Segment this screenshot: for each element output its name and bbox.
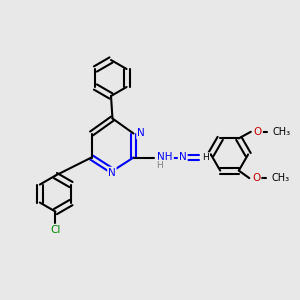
Text: H: H — [202, 153, 209, 162]
Text: Cl: Cl — [50, 225, 61, 235]
Text: N: N — [179, 152, 187, 163]
Text: H: H — [156, 160, 163, 169]
Text: N: N — [108, 167, 116, 178]
Text: CH₃: CH₃ — [271, 173, 289, 183]
Text: O: O — [254, 127, 262, 137]
Text: CH₃: CH₃ — [273, 127, 291, 137]
Text: O: O — [252, 173, 260, 183]
Text: NH: NH — [158, 152, 173, 163]
Text: N: N — [137, 128, 145, 139]
